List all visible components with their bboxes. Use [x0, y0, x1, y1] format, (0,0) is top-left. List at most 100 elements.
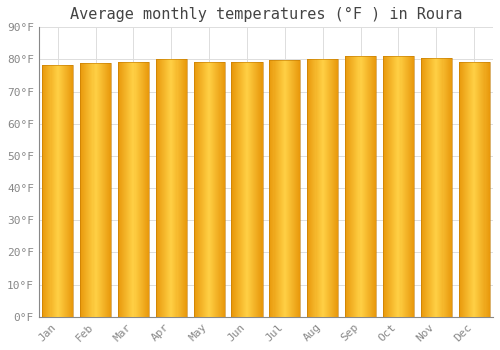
Bar [362, 56, 364, 317]
Bar [364, 56, 366, 317]
Bar [145, 62, 146, 317]
Bar [206, 62, 207, 317]
Bar [68, 65, 69, 317]
Bar [85, 63, 86, 317]
Bar [168, 60, 169, 317]
Bar [486, 62, 488, 317]
Bar [100, 63, 101, 317]
Bar [69, 65, 70, 317]
Bar [352, 56, 354, 317]
Bar [484, 62, 486, 317]
Bar [110, 63, 111, 317]
Bar [276, 61, 278, 317]
Bar [126, 62, 127, 317]
Bar [194, 62, 224, 317]
Bar [204, 62, 205, 317]
Bar [103, 63, 104, 317]
Bar [142, 62, 143, 317]
Bar [462, 62, 464, 317]
Bar [412, 56, 413, 317]
Bar [451, 58, 452, 317]
Bar [245, 62, 246, 317]
Bar [348, 56, 349, 317]
Bar [384, 56, 385, 317]
Bar [424, 58, 425, 317]
Bar [102, 63, 103, 317]
Bar [132, 62, 134, 317]
Bar [474, 62, 475, 317]
Bar [327, 59, 328, 317]
Bar [161, 60, 162, 317]
Bar [98, 63, 100, 317]
Bar [432, 58, 433, 317]
Bar [458, 62, 490, 317]
Bar [258, 62, 260, 317]
Bar [248, 62, 249, 317]
Bar [383, 56, 414, 317]
Bar [106, 63, 107, 317]
Bar [430, 58, 431, 317]
Bar [448, 58, 450, 317]
Bar [198, 62, 199, 317]
Bar [220, 62, 222, 317]
Bar [144, 62, 145, 317]
Bar [392, 56, 393, 317]
Bar [283, 61, 284, 317]
Bar [345, 56, 346, 317]
Bar [402, 56, 404, 317]
Bar [216, 62, 218, 317]
Bar [314, 59, 316, 317]
Bar [349, 56, 350, 317]
Bar [210, 62, 211, 317]
Bar [427, 58, 428, 317]
Bar [467, 62, 468, 317]
Bar [346, 56, 347, 317]
Bar [48, 65, 50, 317]
Bar [43, 65, 44, 317]
Bar [134, 62, 136, 317]
Bar [119, 62, 120, 317]
Bar [438, 58, 440, 317]
Bar [157, 60, 158, 317]
Bar [307, 59, 338, 317]
Bar [460, 62, 462, 317]
Bar [316, 59, 318, 317]
Bar [250, 62, 251, 317]
Bar [203, 62, 204, 317]
Bar [162, 60, 163, 317]
Bar [308, 59, 310, 317]
Bar [236, 62, 238, 317]
Bar [468, 62, 469, 317]
Bar [270, 61, 300, 317]
Bar [354, 56, 356, 317]
Bar [282, 61, 283, 317]
Bar [374, 56, 375, 317]
Bar [138, 62, 140, 317]
Bar [174, 60, 176, 317]
Bar [207, 62, 208, 317]
Bar [147, 62, 148, 317]
Bar [409, 56, 410, 317]
Bar [466, 62, 467, 317]
Bar [291, 61, 292, 317]
Bar [178, 60, 180, 317]
Bar [44, 65, 46, 317]
Bar [140, 62, 141, 317]
Bar [431, 58, 432, 317]
Bar [256, 62, 258, 317]
Bar [130, 62, 132, 317]
Bar [400, 56, 402, 317]
Bar [450, 58, 451, 317]
Bar [337, 59, 338, 317]
Bar [387, 56, 388, 317]
Bar [293, 61, 294, 317]
Bar [202, 62, 203, 317]
Bar [232, 62, 234, 317]
Bar [82, 63, 83, 317]
Bar [118, 62, 149, 317]
Bar [285, 61, 286, 317]
Bar [196, 62, 198, 317]
Bar [320, 59, 322, 317]
Bar [156, 60, 187, 317]
Bar [411, 56, 412, 317]
